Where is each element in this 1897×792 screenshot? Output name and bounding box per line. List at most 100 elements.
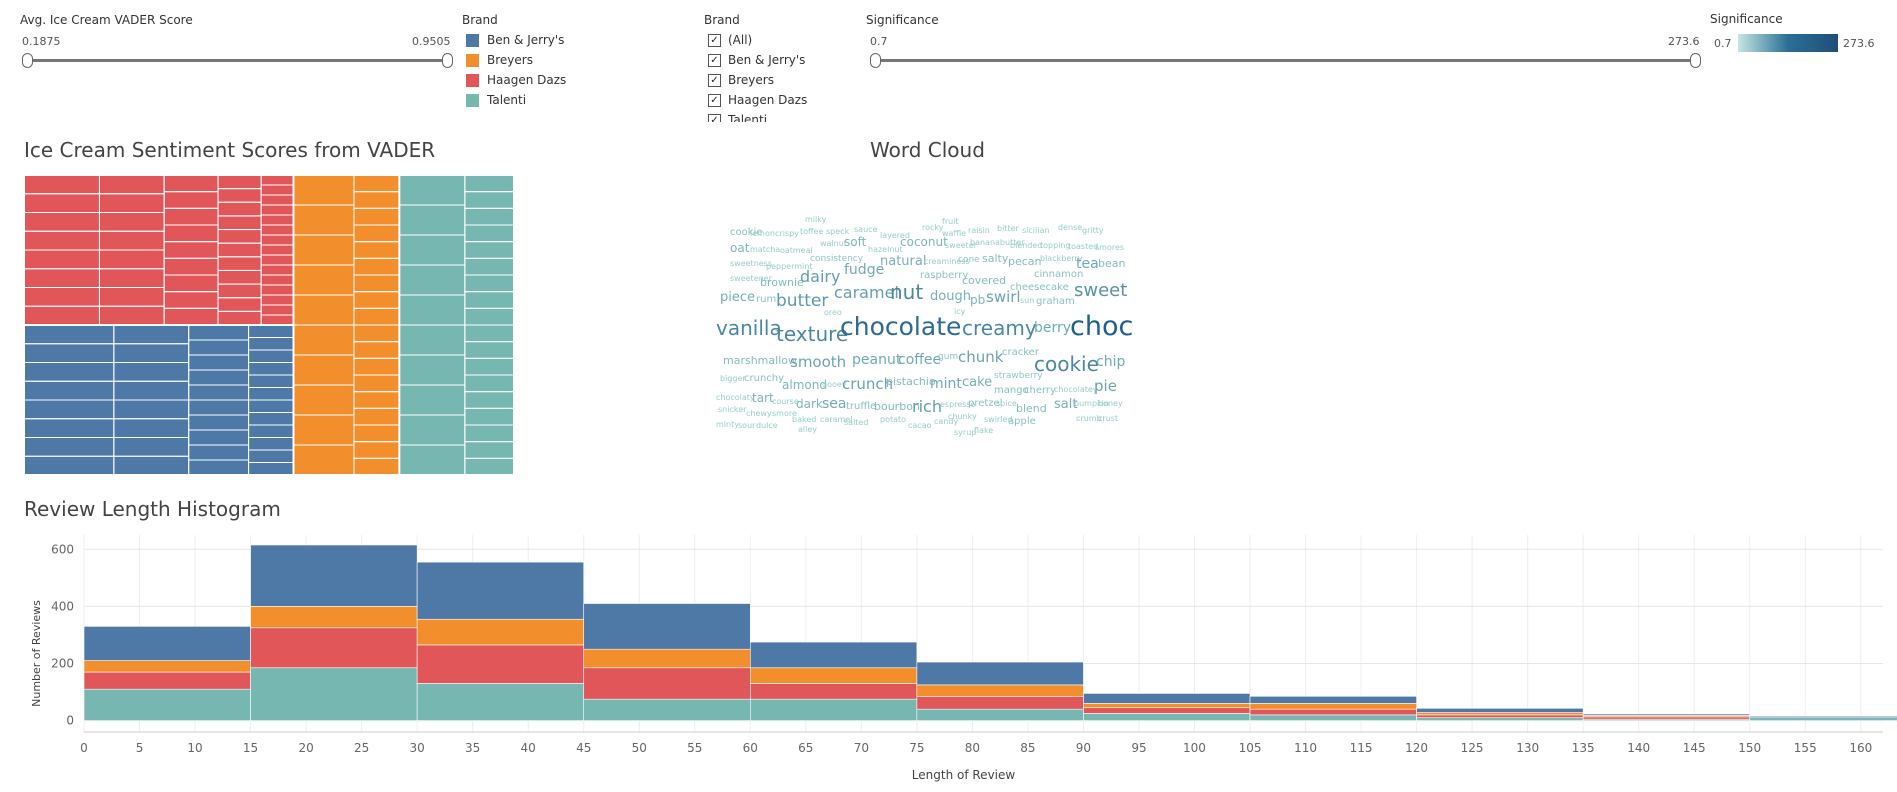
histogram-bar-segment[interactable] — [1416, 712, 1584, 716]
histogram-bar-segment[interactable] — [583, 667, 751, 700]
word-cloud-word[interactable]: minty — [716, 419, 739, 429]
word-cloud-word[interactable]: almond — [782, 378, 827, 393]
word-cloud-word[interactable]: bigger — [720, 373, 746, 383]
word-cloud-word[interactable]: blackberry — [1040, 253, 1083, 263]
word-cloud-word[interactable]: crunch — [842, 375, 894, 393]
word-cloud-word[interactable]: apple — [1008, 416, 1036, 427]
word-cloud-word[interactable]: cinnamon — [1034, 269, 1084, 280]
word-cloud-word[interactable]: dulce — [756, 420, 778, 430]
histogram-bar-segment[interactable] — [1582, 713, 1751, 716]
histogram-bar-segment[interactable] — [1083, 693, 1251, 704]
word-cloud-word[interactable]: smooth — [790, 353, 847, 371]
histogram-bar-segment[interactable] — [1416, 717, 1584, 721]
word-cloud-word[interactable]: fruit — [942, 216, 959, 226]
histogram-bar-segment[interactable] — [83, 660, 251, 673]
histogram-bar-segment[interactable] — [583, 603, 751, 650]
word-cloud-word[interactable]: rich — [912, 397, 942, 417]
histogram-bar-segment[interactable] — [1249, 708, 1417, 716]
word-cloud-word[interactable]: chunk — [958, 348, 1004, 366]
word-cloud-word[interactable]: butter — [776, 291, 829, 312]
histogram-bar-segment[interactable] — [250, 606, 418, 629]
histogram-bar-segment[interactable] — [1249, 703, 1417, 710]
word-cloud-word[interactable]: pretzel — [968, 398, 1003, 409]
histogram-bar-segment[interactable] — [583, 648, 751, 669]
word-cloud-word[interactable]: matcha — [750, 244, 781, 254]
vader-slider-min-handle[interactable] — [22, 53, 33, 68]
word-cloud-word[interactable]: marshmallow — [723, 354, 797, 368]
word-cloud-word[interactable]: tea — [1076, 255, 1099, 272]
word-cloud-word[interactable]: dark — [796, 397, 823, 412]
histogram-bar-segment[interactable] — [1249, 696, 1417, 704]
word-cloud-word[interactable]: strawberry — [994, 370, 1043, 381]
histogram-bar-segment[interactable] — [1749, 715, 1897, 719]
word-cloud-word[interactable]: smores — [1095, 242, 1125, 252]
word-cloud-word[interactable]: sweet — [1074, 279, 1128, 301]
word-cloud-word[interactable]: pistachio — [886, 375, 936, 389]
word-cloud-word[interactable]: walnut — [820, 238, 847, 248]
histogram-bar-segment[interactable] — [916, 696, 1084, 710]
word-cloud-word[interactable]: icy — [954, 306, 966, 316]
word-cloud-word[interactable]: lemon — [750, 228, 775, 238]
word-cloud-word[interactable]: dairy — [800, 267, 841, 287]
word-cloud-word[interactable]: crunchy — [744, 373, 785, 384]
word-cloud-word[interactable]: pie — [1094, 377, 1117, 395]
word-cloud-word[interactable]: rocky — [922, 222, 944, 232]
word-cloud-word[interactable]: chocolaty — [716, 392, 755, 402]
word-cloud-word[interactable]: salted — [844, 417, 869, 427]
histogram-bar-segment[interactable] — [1749, 717, 1897, 721]
word-cloud-word[interactable]: chocolate — [840, 312, 962, 341]
word-cloud-word[interactable]: coconut — [900, 235, 948, 250]
word-cloud-word[interactable]: berry — [1034, 319, 1072, 336]
histogram-chart[interactable]: 0 5 10 15 20 25 30 35 40 45 50 55 60 65 70 75 80 85 90 95 10… — [0, 525, 1897, 792]
histogram-bar-segment[interactable] — [1582, 716, 1751, 720]
checkbox-checked-icon[interactable]: ✓ — [708, 73, 721, 87]
word-cloud-word[interactable]: sweetness — [730, 258, 773, 268]
word-cloud-word[interactable]: oreo — [824, 307, 842, 317]
word-cloud-word[interactable]: sweeter — [945, 240, 977, 250]
word-cloud-word[interactable]: tart — [752, 391, 774, 406]
word-cloud-word[interactable]: truffle — [846, 401, 877, 412]
word-cloud-word[interactable]: pumpkin — [1074, 398, 1109, 408]
histogram-bar-segment[interactable] — [83, 688, 251, 721]
word-cloud-word[interactable]: salt — [1054, 396, 1078, 412]
word-cloud-word[interactable]: cookie — [1034, 352, 1099, 376]
word-cloud-word[interactable]: speck — [826, 226, 850, 236]
word-cloud-word[interactable]: flake — [974, 425, 994, 435]
word-cloud-word[interactable]: bean — [1098, 257, 1126, 271]
word-cloud-word[interactable]: snicker — [718, 404, 747, 414]
word-cloud-word[interactable]: smore — [772, 408, 797, 418]
histogram-bar-segment[interactable] — [416, 683, 585, 721]
word-cloud-word[interactable]: swirled — [984, 414, 1013, 424]
word-cloud-word[interactable]: blend — [1016, 402, 1047, 416]
word-cloud-word[interactable]: syrup — [954, 427, 977, 437]
histogram-bar-segment[interactable] — [416, 618, 585, 646]
word-cloud-word[interactable]: mint — [930, 375, 962, 392]
histogram-bar-segment[interactable] — [83, 626, 251, 661]
word-cloud-word[interactable]: caramel — [820, 414, 853, 424]
significance-slider-max-handle[interactable] — [1690, 53, 1701, 68]
word-cloud-word[interactable]: spice — [996, 398, 1017, 408]
word-cloud-word[interactable]: peppermint — [766, 261, 813, 271]
word-cloud-word[interactable]: bourbon — [874, 400, 920, 414]
significance-slider-track[interactable] — [874, 59, 1696, 62]
word-cloud-word[interactable]: bitter — [997, 223, 1019, 233]
word-cloud-word[interactable]: crispy — [775, 228, 799, 238]
word-cloud-word[interactable]: toasted — [1068, 241, 1099, 251]
histogram-bar-segment[interactable] — [1416, 708, 1584, 713]
vader-slider-max-handle[interactable] — [442, 53, 453, 68]
word-cloud-word[interactable]: cake — [962, 374, 993, 390]
word-cloud-word[interactable]: dense — [1058, 222, 1083, 232]
word-cloud-word[interactable]: sweetener — [730, 273, 772, 283]
histogram-bar-segment[interactable] — [583, 698, 751, 721]
legend-item-ben-jerrys[interactable]: Ben & Jerry's — [466, 30, 566, 50]
word-cloud-word[interactable]: salty — [982, 252, 1009, 266]
word-cloud-word[interactable]: consistency — [810, 253, 864, 264]
word-cloud-word[interactable]: alley — [798, 424, 818, 434]
word-cloud-word[interactable]: cacao — [908, 420, 932, 430]
word-cloud-word[interactable]: rum — [756, 294, 777, 305]
checkbox-checked-icon[interactable]: ✓ — [708, 53, 721, 67]
histogram-bar-segment[interactable] — [416, 561, 585, 620]
word-cloud-word[interactable]: oatmeal — [780, 245, 813, 255]
word-cloud-word[interactable]: chip — [1096, 353, 1126, 370]
word-cloud-word[interactable]: peanut — [852, 351, 902, 368]
